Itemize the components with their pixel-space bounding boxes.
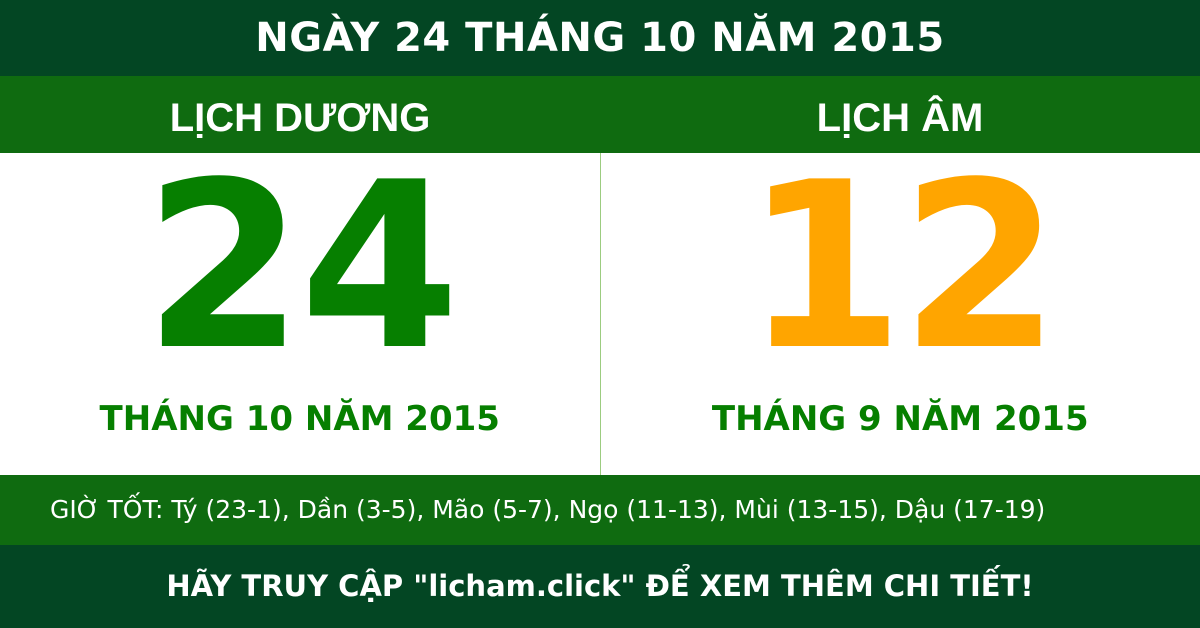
- good-hours: GIỜ TỐT: Tý (23-1), Dần (3-5), Mão (5-7)…: [0, 475, 1200, 545]
- lunar-heading: LỊCH ÂM: [816, 96, 984, 140]
- solar-day: 24: [143, 134, 460, 401]
- solar-month-year: THÁNG 10 NĂM 2015: [99, 399, 500, 439]
- page-title: NGÀY 24 THÁNG 10 NĂM 2015: [0, 0, 1200, 76]
- solar-heading: LỊCH DƯƠNG: [169, 96, 431, 140]
- lunar-month-year: THÁNG 9 NĂM 2015: [711, 399, 1089, 439]
- lunar-day: 12: [744, 134, 1060, 401]
- calendar-headings: LỊCH DƯƠNG LỊCH ÂM: [0, 76, 1200, 153]
- calendar-body: 24 THÁNG 10 NĂM 2015 12 THÁNG 9 NĂM 2015: [0, 143, 1200, 475]
- solar-column: 24 THÁNG 10 NĂM 2015: [0, 143, 601, 475]
- footer-cta: HÃY TRUY CẬP "licham.click" ĐỂ XEM THÊM …: [0, 545, 1200, 628]
- lunar-column: 12 THÁNG 9 NĂM 2015: [601, 143, 1200, 475]
